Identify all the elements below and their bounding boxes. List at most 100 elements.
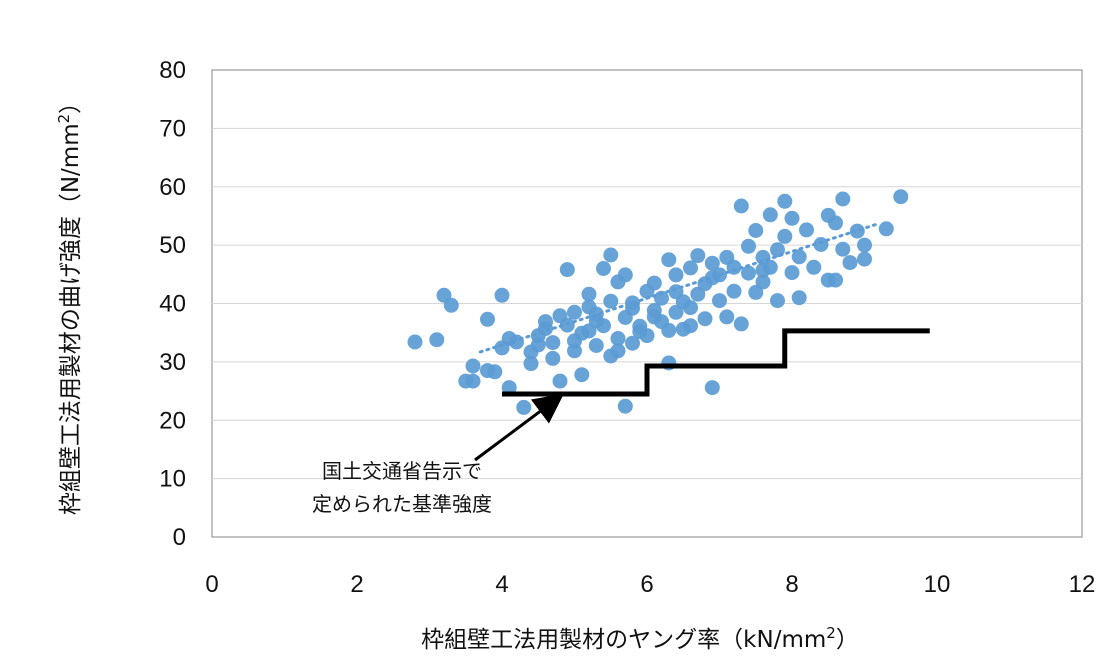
data-point bbox=[791, 249, 807, 265]
data-point bbox=[509, 334, 524, 350]
data-point bbox=[712, 293, 727, 309]
annotation: 国土交通省告示で 定められた基準強度 bbox=[312, 393, 564, 516]
x-tick-label: 4 bbox=[495, 571, 508, 598]
data-point bbox=[487, 364, 503, 380]
y-axis-title-tail: ） bbox=[58, 91, 84, 114]
y-tick-label: 40 bbox=[159, 291, 186, 318]
x-axis-ticks: 0 2 4 6 8 10 12 bbox=[205, 571, 1095, 598]
x-axis-title: 枠組壁工法用製材のヤング率（kN/mm2） bbox=[421, 624, 859, 653]
y-axis-title-main: 枠組壁工法用製材の曲げ強度（N/mm bbox=[58, 123, 84, 515]
data-point bbox=[617, 398, 633, 414]
data-point bbox=[762, 207, 778, 223]
x-tick-label: 2 bbox=[350, 571, 363, 598]
data-point bbox=[755, 262, 771, 278]
data-point bbox=[733, 198, 749, 214]
data-point bbox=[443, 297, 459, 313]
data-point bbox=[755, 274, 771, 290]
y-axis-ticks: 0 10 20 30 40 50 60 70 80 bbox=[159, 57, 186, 551]
data-point bbox=[893, 189, 909, 205]
y-tick-label: 70 bbox=[159, 115, 186, 142]
data-point bbox=[704, 380, 720, 396]
trendline-line bbox=[478, 222, 881, 354]
y-tick-label: 80 bbox=[159, 57, 186, 84]
data-point bbox=[777, 193, 793, 209]
data-point bbox=[661, 252, 677, 268]
data-point bbox=[559, 262, 575, 278]
data-point bbox=[625, 335, 640, 351]
data-point bbox=[603, 293, 619, 309]
data-point bbox=[835, 191, 851, 207]
data-point bbox=[733, 316, 749, 332]
data-point bbox=[523, 356, 539, 372]
y-tick-label: 0 bbox=[173, 524, 186, 551]
annotation-line-2: 定められた基準強度 bbox=[312, 492, 492, 516]
y-tick-label: 10 bbox=[159, 466, 186, 493]
data-point bbox=[646, 275, 662, 291]
data-point bbox=[516, 399, 532, 415]
data-point bbox=[661, 322, 677, 338]
data-point bbox=[429, 332, 445, 348]
x-tick-label: 0 bbox=[205, 571, 218, 598]
y-tick-label: 30 bbox=[159, 349, 186, 376]
y-tick-label: 60 bbox=[159, 174, 186, 201]
annotation-line-1: 国土交通省告示で bbox=[322, 459, 482, 483]
x-axis-title-sup: 2 bbox=[826, 624, 836, 642]
standard-strength-steps bbox=[502, 328, 930, 397]
data-point bbox=[878, 221, 894, 237]
data-point bbox=[494, 287, 510, 303]
data-point bbox=[777, 228, 793, 244]
data-point bbox=[407, 334, 423, 350]
data-point bbox=[697, 311, 713, 327]
y-axis-title: 枠組壁工法用製材の曲げ強度（N/mm2） bbox=[55, 91, 84, 515]
data-point bbox=[668, 304, 684, 320]
data-point bbox=[704, 255, 720, 271]
data-point bbox=[719, 249, 735, 265]
data-point bbox=[719, 309, 735, 325]
data-point bbox=[603, 247, 619, 263]
trendline bbox=[478, 222, 881, 354]
data-point bbox=[465, 358, 481, 374]
data-point bbox=[857, 251, 872, 267]
data-point bbox=[581, 286, 597, 302]
data-point bbox=[784, 265, 800, 281]
data-point bbox=[690, 286, 706, 302]
data-point bbox=[596, 261, 611, 276]
grid-lines bbox=[212, 127, 1082, 480]
data-point bbox=[617, 267, 633, 283]
y-tick-label: 20 bbox=[159, 407, 186, 434]
data-point bbox=[748, 284, 764, 300]
data-point bbox=[835, 241, 851, 257]
x-tick-label: 10 bbox=[924, 571, 951, 598]
data-point bbox=[683, 318, 698, 334]
data-point bbox=[813, 237, 829, 252]
data-points bbox=[407, 189, 909, 415]
data-point bbox=[683, 260, 698, 276]
data-point bbox=[828, 215, 843, 231]
data-point bbox=[741, 265, 756, 281]
data-point bbox=[545, 335, 561, 351]
data-point bbox=[632, 324, 648, 339]
x-tick-label: 12 bbox=[1069, 571, 1096, 598]
data-point bbox=[784, 210, 800, 226]
data-point bbox=[842, 255, 858, 271]
data-point bbox=[538, 314, 553, 330]
data-point bbox=[567, 304, 582, 320]
data-point bbox=[501, 380, 517, 396]
data-point bbox=[646, 309, 662, 325]
data-point bbox=[567, 333, 582, 349]
data-point bbox=[791, 290, 807, 306]
data-point bbox=[588, 313, 604, 329]
data-point bbox=[610, 343, 626, 359]
data-point bbox=[690, 248, 706, 264]
data-point bbox=[581, 299, 597, 315]
data-point bbox=[741, 238, 756, 254]
x-axis-title-main: 枠組壁工法用製材のヤング率（kN/mm bbox=[421, 627, 826, 653]
data-point bbox=[857, 237, 872, 253]
data-point bbox=[552, 373, 568, 389]
data-point bbox=[799, 222, 814, 238]
data-point bbox=[849, 223, 865, 239]
data-point bbox=[465, 373, 481, 389]
data-point bbox=[726, 283, 742, 299]
data-point bbox=[770, 293, 785, 309]
